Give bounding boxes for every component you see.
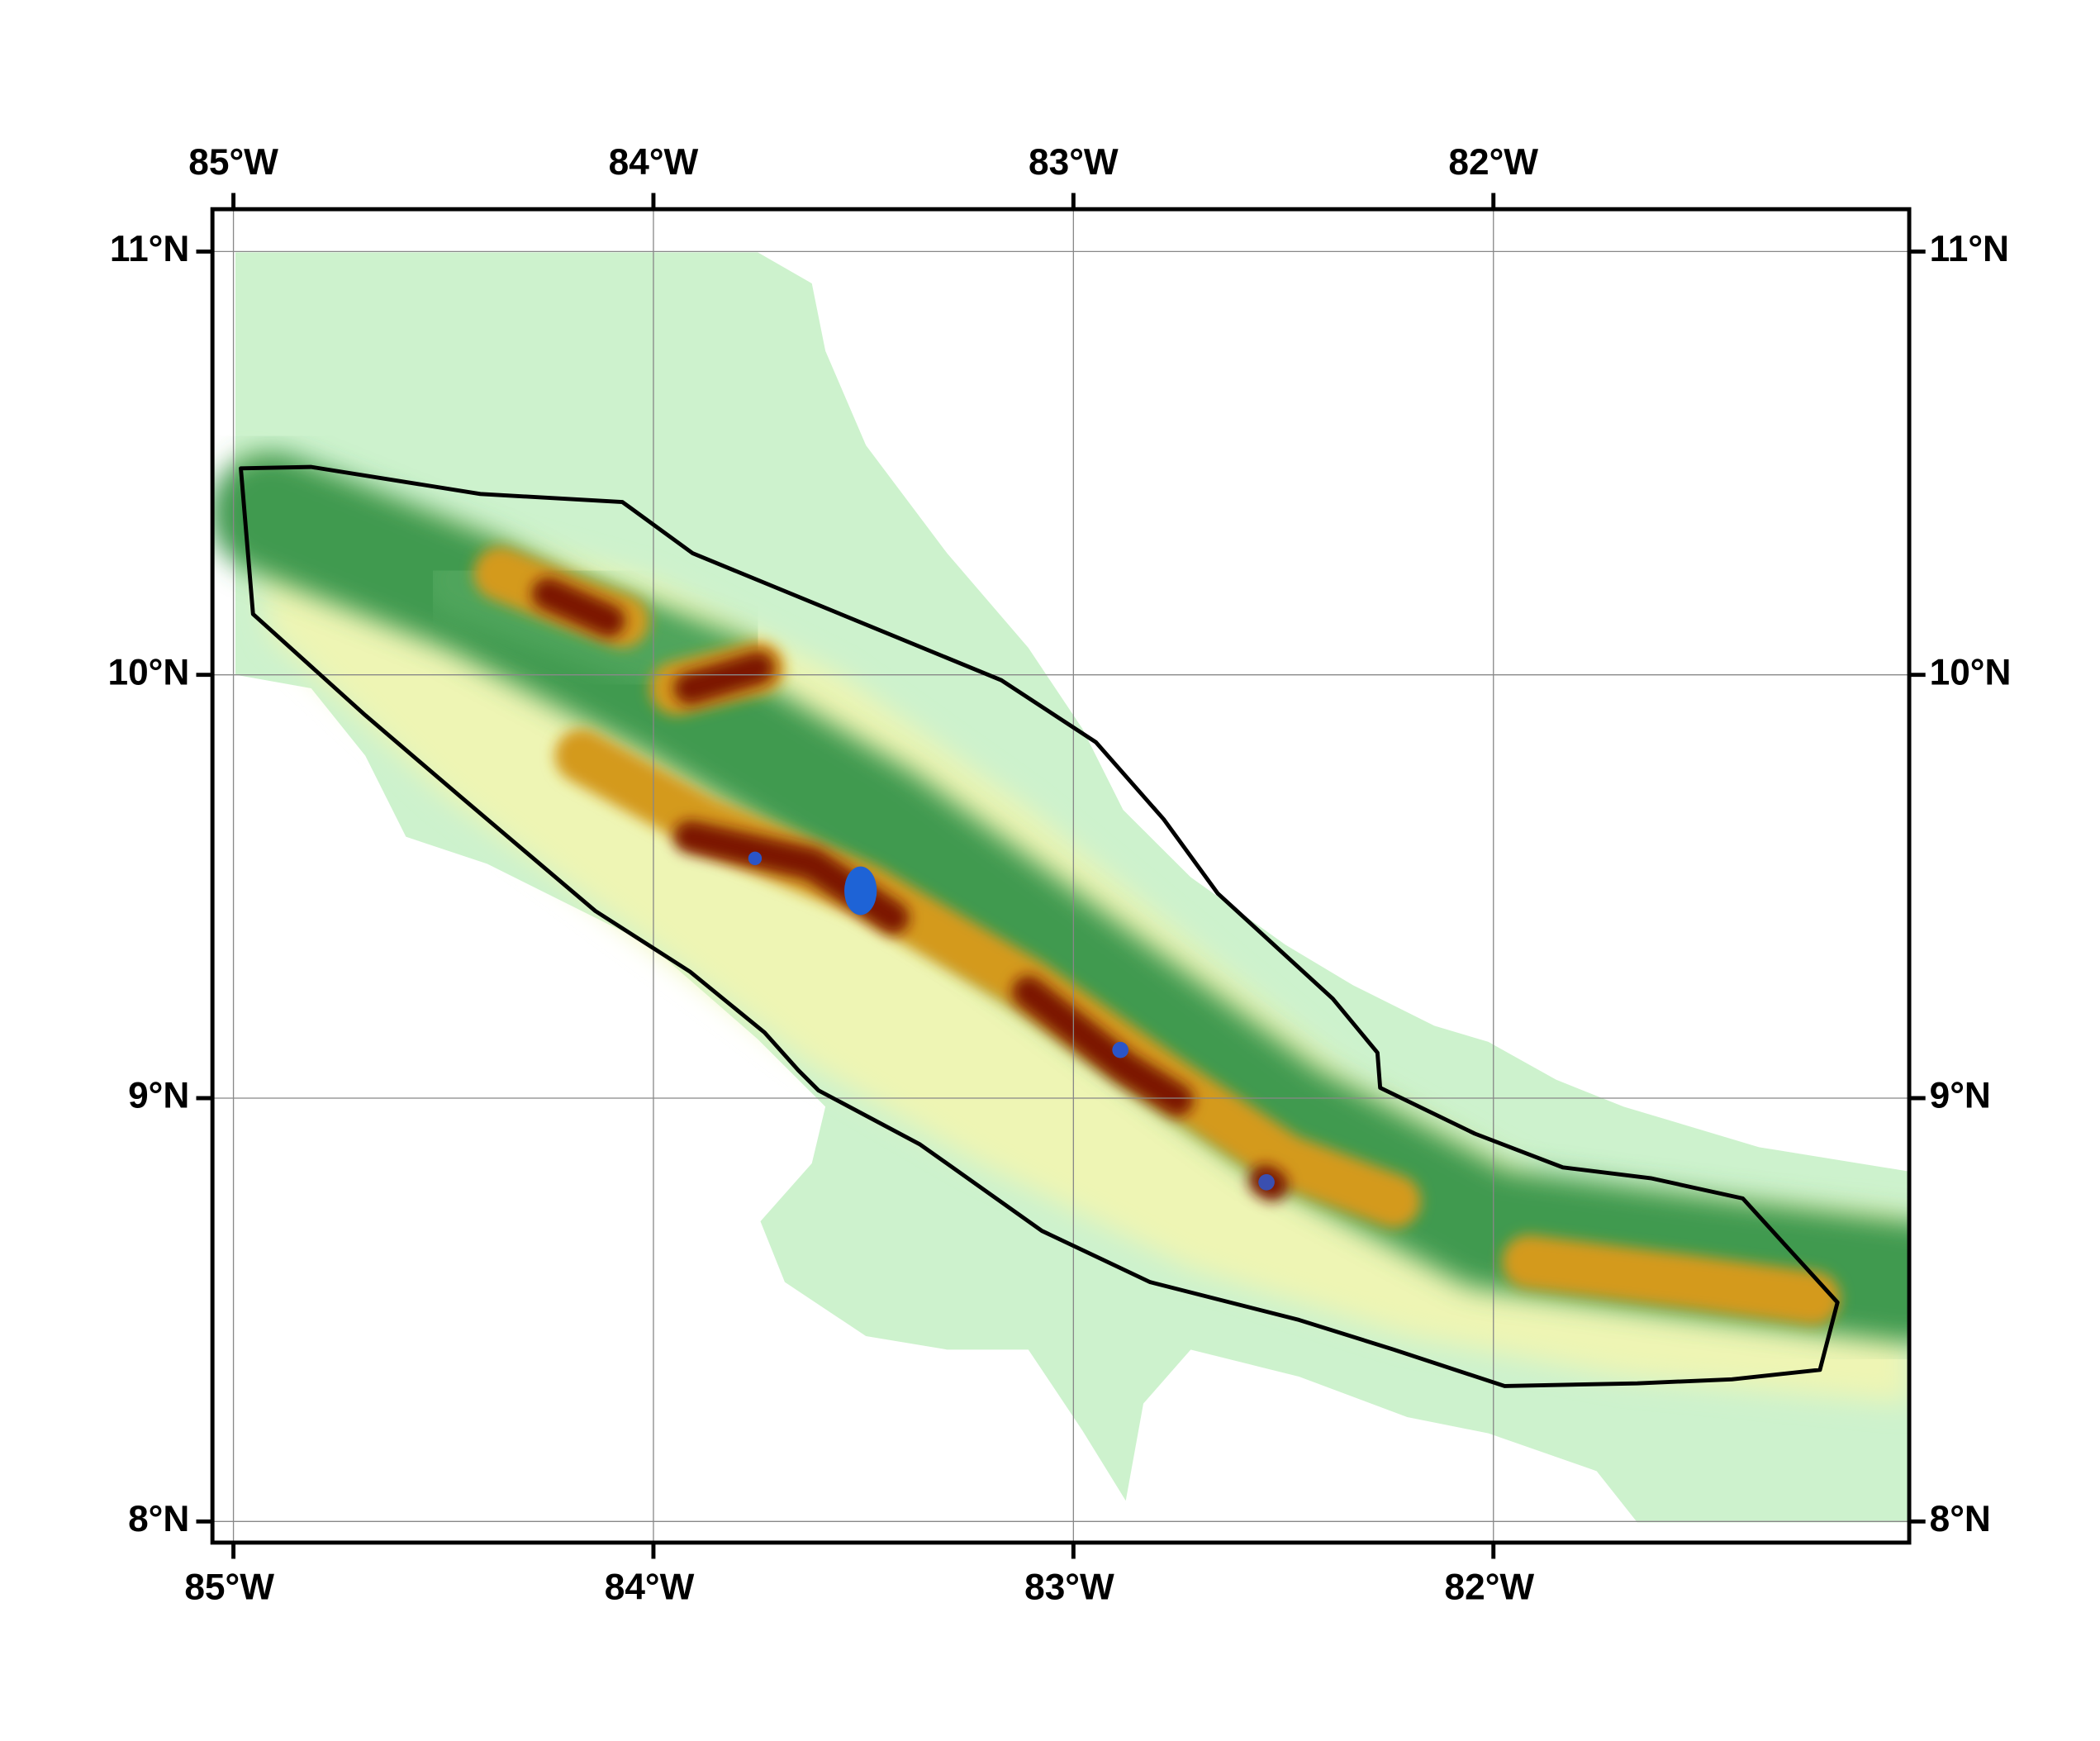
y-tick-label: 8°N [128,1499,189,1539]
y-tick-label: 11°N [110,229,189,269]
ridge-peak [531,578,1289,1201]
graticule [212,209,1910,1543]
x-tick-label: 83°W [1024,1567,1114,1608]
x-tick-label: 84°W [605,1567,695,1608]
x-tick-label: 83°W [1029,142,1119,183]
peak-high [844,866,877,916]
x-tick-label: 82°W [1448,142,1538,183]
map-frame [210,207,1912,1545]
study-area-boundary [239,464,1840,1388]
y-tick-label: 9°N [1930,1076,1991,1116]
peak-high [1112,1041,1128,1058]
y-tick-label: 11°N [1930,229,2009,269]
y-tick-label: 9°N [128,1076,189,1116]
x-tick-label: 82°W [1445,1567,1535,1608]
x-tick-label: 85°W [184,1567,274,1608]
y-tick-label: 8°N [1930,1499,1991,1539]
y-tick-label: 10°N [1930,652,2012,692]
x-tick-label: 85°W [188,142,278,183]
y-tick-label: 10°N [107,652,189,692]
peak-high [748,851,763,865]
x-tick-label: 84°W [609,142,699,183]
peak-high [1258,1174,1275,1191]
terrain [212,252,1910,1523]
